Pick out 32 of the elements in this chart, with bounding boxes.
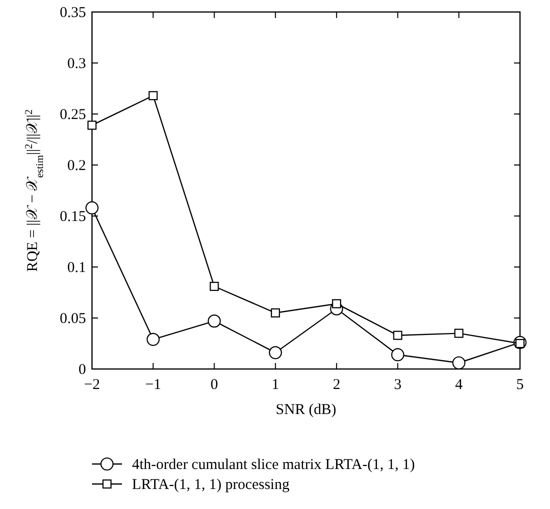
point [146,332,160,346]
y-tick-label: 0.1 [67,260,86,276]
point [87,120,97,130]
point [393,330,402,340]
x-axis-title: SNR (dB) [276,402,336,418]
y-tick-label: 0.2 [67,158,86,174]
y-tick-label: 0.15 [60,209,86,225]
point [148,91,158,100]
x-tick-label: 0 [210,377,218,393]
x-tick-label: −2 [84,377,100,393]
y-tick-label: 0.25 [60,107,86,123]
point [452,356,466,370]
legend-label: LRTA-(1, 1, 1) processing [132,477,290,493]
point [210,282,219,291]
y-tick-label: 0.3 [67,56,86,72]
point [208,314,221,328]
point [85,201,99,214]
y-tick-label: 0.35 [60,5,86,21]
point [454,328,464,338]
x-tick-label: 5 [516,377,524,393]
y-tick-label: 0.05 [60,311,86,327]
x-tick-label: 3 [394,377,402,393]
legend-label: 4th-order cumulant slice matrix LRTA-(1, 1, 1) [132,457,415,473]
x-tick-label: −1 [145,377,162,393]
x-tick-label: 1 [272,377,280,393]
point [332,299,342,308]
point [270,308,280,318]
point [391,348,404,362]
x-tick-label: 2 [332,377,340,393]
point [268,346,282,360]
y-tick-label: 0 [78,362,86,378]
x-tick-label: 4 [455,377,464,393]
